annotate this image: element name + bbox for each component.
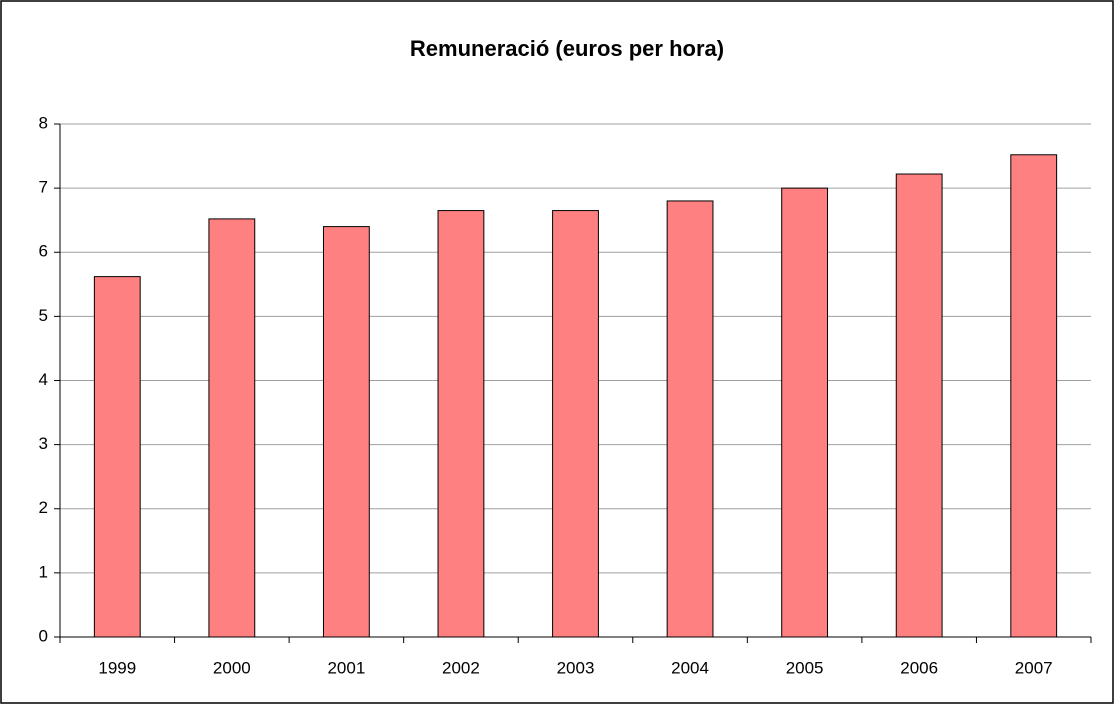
x-tick-label: 1999 [98, 658, 136, 677]
x-tick-label: 2003 [557, 658, 595, 677]
y-tick-label: 7 [39, 178, 48, 197]
x-tick-label: 2004 [671, 658, 709, 677]
y-tick-label: 6 [39, 242, 48, 261]
bar [437, 210, 485, 638]
x-tick-label: 2000 [213, 658, 251, 677]
y-tick-label: 1 [39, 562, 48, 581]
bar [93, 276, 141, 638]
y-tick-label: 8 [39, 113, 48, 132]
bar [666, 200, 714, 638]
y-tick-label: 3 [39, 434, 48, 453]
bar [552, 210, 599, 638]
x-tick-label: 2002 [442, 658, 480, 677]
y-tick-label: 4 [39, 370, 48, 389]
x-tick-label: 2006 [900, 658, 938, 677]
bar [1010, 154, 1058, 638]
bar [781, 187, 829, 638]
bar [322, 226, 370, 638]
y-tick-label: 2 [39, 498, 48, 517]
x-tick-label: 2001 [327, 658, 365, 677]
bar [208, 218, 256, 638]
chart-title: Remuneració (euros per hora) [410, 36, 724, 61]
bar [895, 173, 943, 638]
y-tick-label: 5 [39, 306, 48, 325]
y-tick-label: 0 [39, 626, 48, 645]
x-tick-label: 2005 [786, 658, 824, 677]
x-tick-label: 2007 [1015, 658, 1053, 677]
